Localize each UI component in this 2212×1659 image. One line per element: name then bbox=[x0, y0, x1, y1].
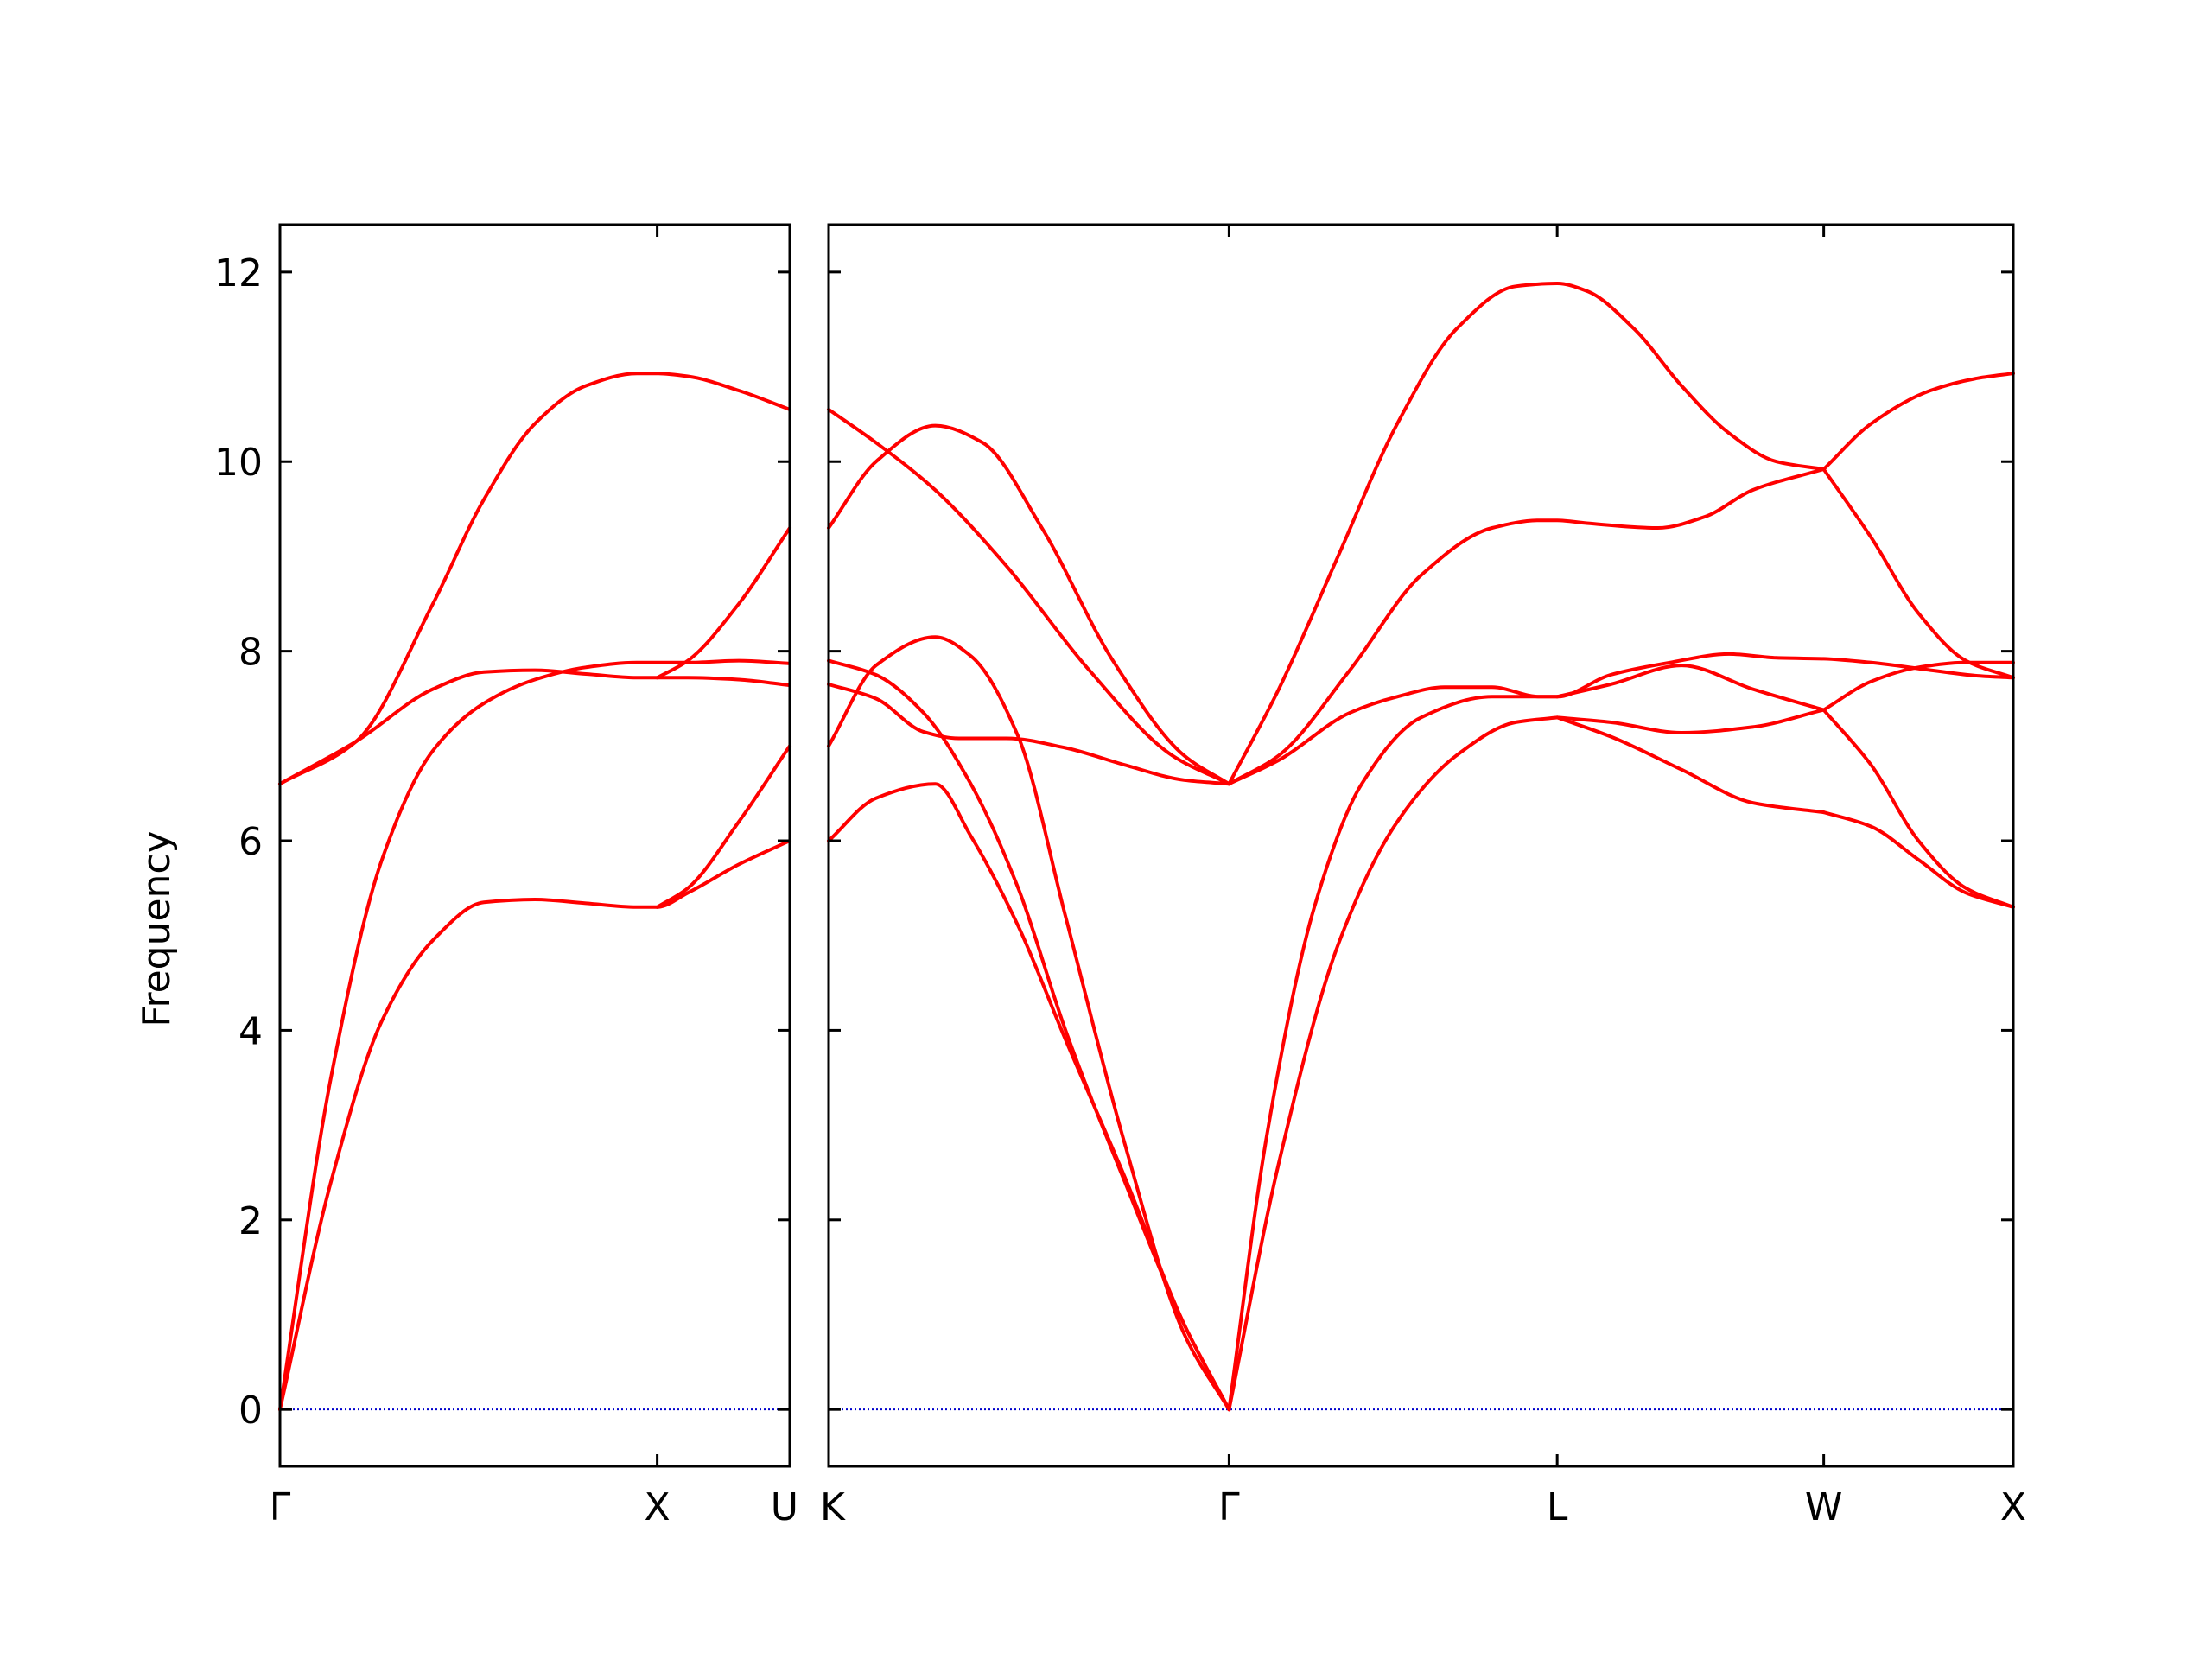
y-tick-label: 0 bbox=[238, 1389, 263, 1433]
y-tick-label: 4 bbox=[238, 1009, 263, 1053]
plot-frame bbox=[827, 223, 2015, 1468]
x-tick-label: Γ bbox=[1218, 1485, 1240, 1529]
band-branch-3 bbox=[278, 658, 791, 1412]
x-tick-label: L bbox=[1547, 1485, 1568, 1529]
y-tick-label: 12 bbox=[214, 251, 263, 296]
band-branch-15 bbox=[1821, 372, 2015, 471]
band-branch-4 bbox=[278, 839, 791, 1412]
band-branch-14 bbox=[1555, 664, 1826, 712]
band-branch-10 bbox=[1227, 715, 1560, 1412]
x-tick-label: X bbox=[645, 1485, 671, 1529]
y-axis-label: Frequency bbox=[135, 830, 179, 1027]
band-branch-2 bbox=[278, 372, 791, 786]
band-branch-9 bbox=[1227, 282, 1826, 786]
band-branch-6 bbox=[827, 782, 1231, 1412]
x-tick-label: X bbox=[2000, 1485, 2026, 1529]
band-branch-11 bbox=[1227, 695, 1560, 1412]
band-branch-12 bbox=[1555, 708, 1826, 734]
band-branch-19 bbox=[1821, 810, 2015, 909]
y-tick-label: 10 bbox=[214, 441, 263, 485]
band-branch-17 bbox=[1821, 660, 2015, 712]
band-branch-13 bbox=[1555, 715, 1826, 815]
x-tick-label: U bbox=[771, 1485, 798, 1529]
band-branch-1 bbox=[827, 407, 1231, 786]
band-branch-1 bbox=[278, 668, 791, 786]
band-branch-16 bbox=[1821, 467, 2015, 680]
band-branch-3 bbox=[827, 683, 1231, 786]
band-branch-18 bbox=[1821, 708, 2015, 909]
band-branch-2 bbox=[827, 423, 1231, 786]
x-tick-label: Γ bbox=[270, 1485, 291, 1529]
band-branch-7 bbox=[1227, 652, 2015, 786]
y-tick-label: 2 bbox=[238, 1199, 263, 1243]
y-tick-labels: 0 2 4 6 8 10 12 bbox=[214, 251, 263, 1433]
plot-frame bbox=[278, 223, 791, 1468]
band-branch-5 bbox=[655, 526, 791, 680]
band-branch-8 bbox=[1227, 467, 1826, 786]
band-branch-6 bbox=[655, 744, 791, 909]
x-tick-label: W bbox=[1805, 1485, 1843, 1529]
x-tick-label: K bbox=[820, 1485, 846, 1529]
y-tick-label: 6 bbox=[238, 820, 263, 864]
y-tick-label: 8 bbox=[238, 631, 263, 675]
